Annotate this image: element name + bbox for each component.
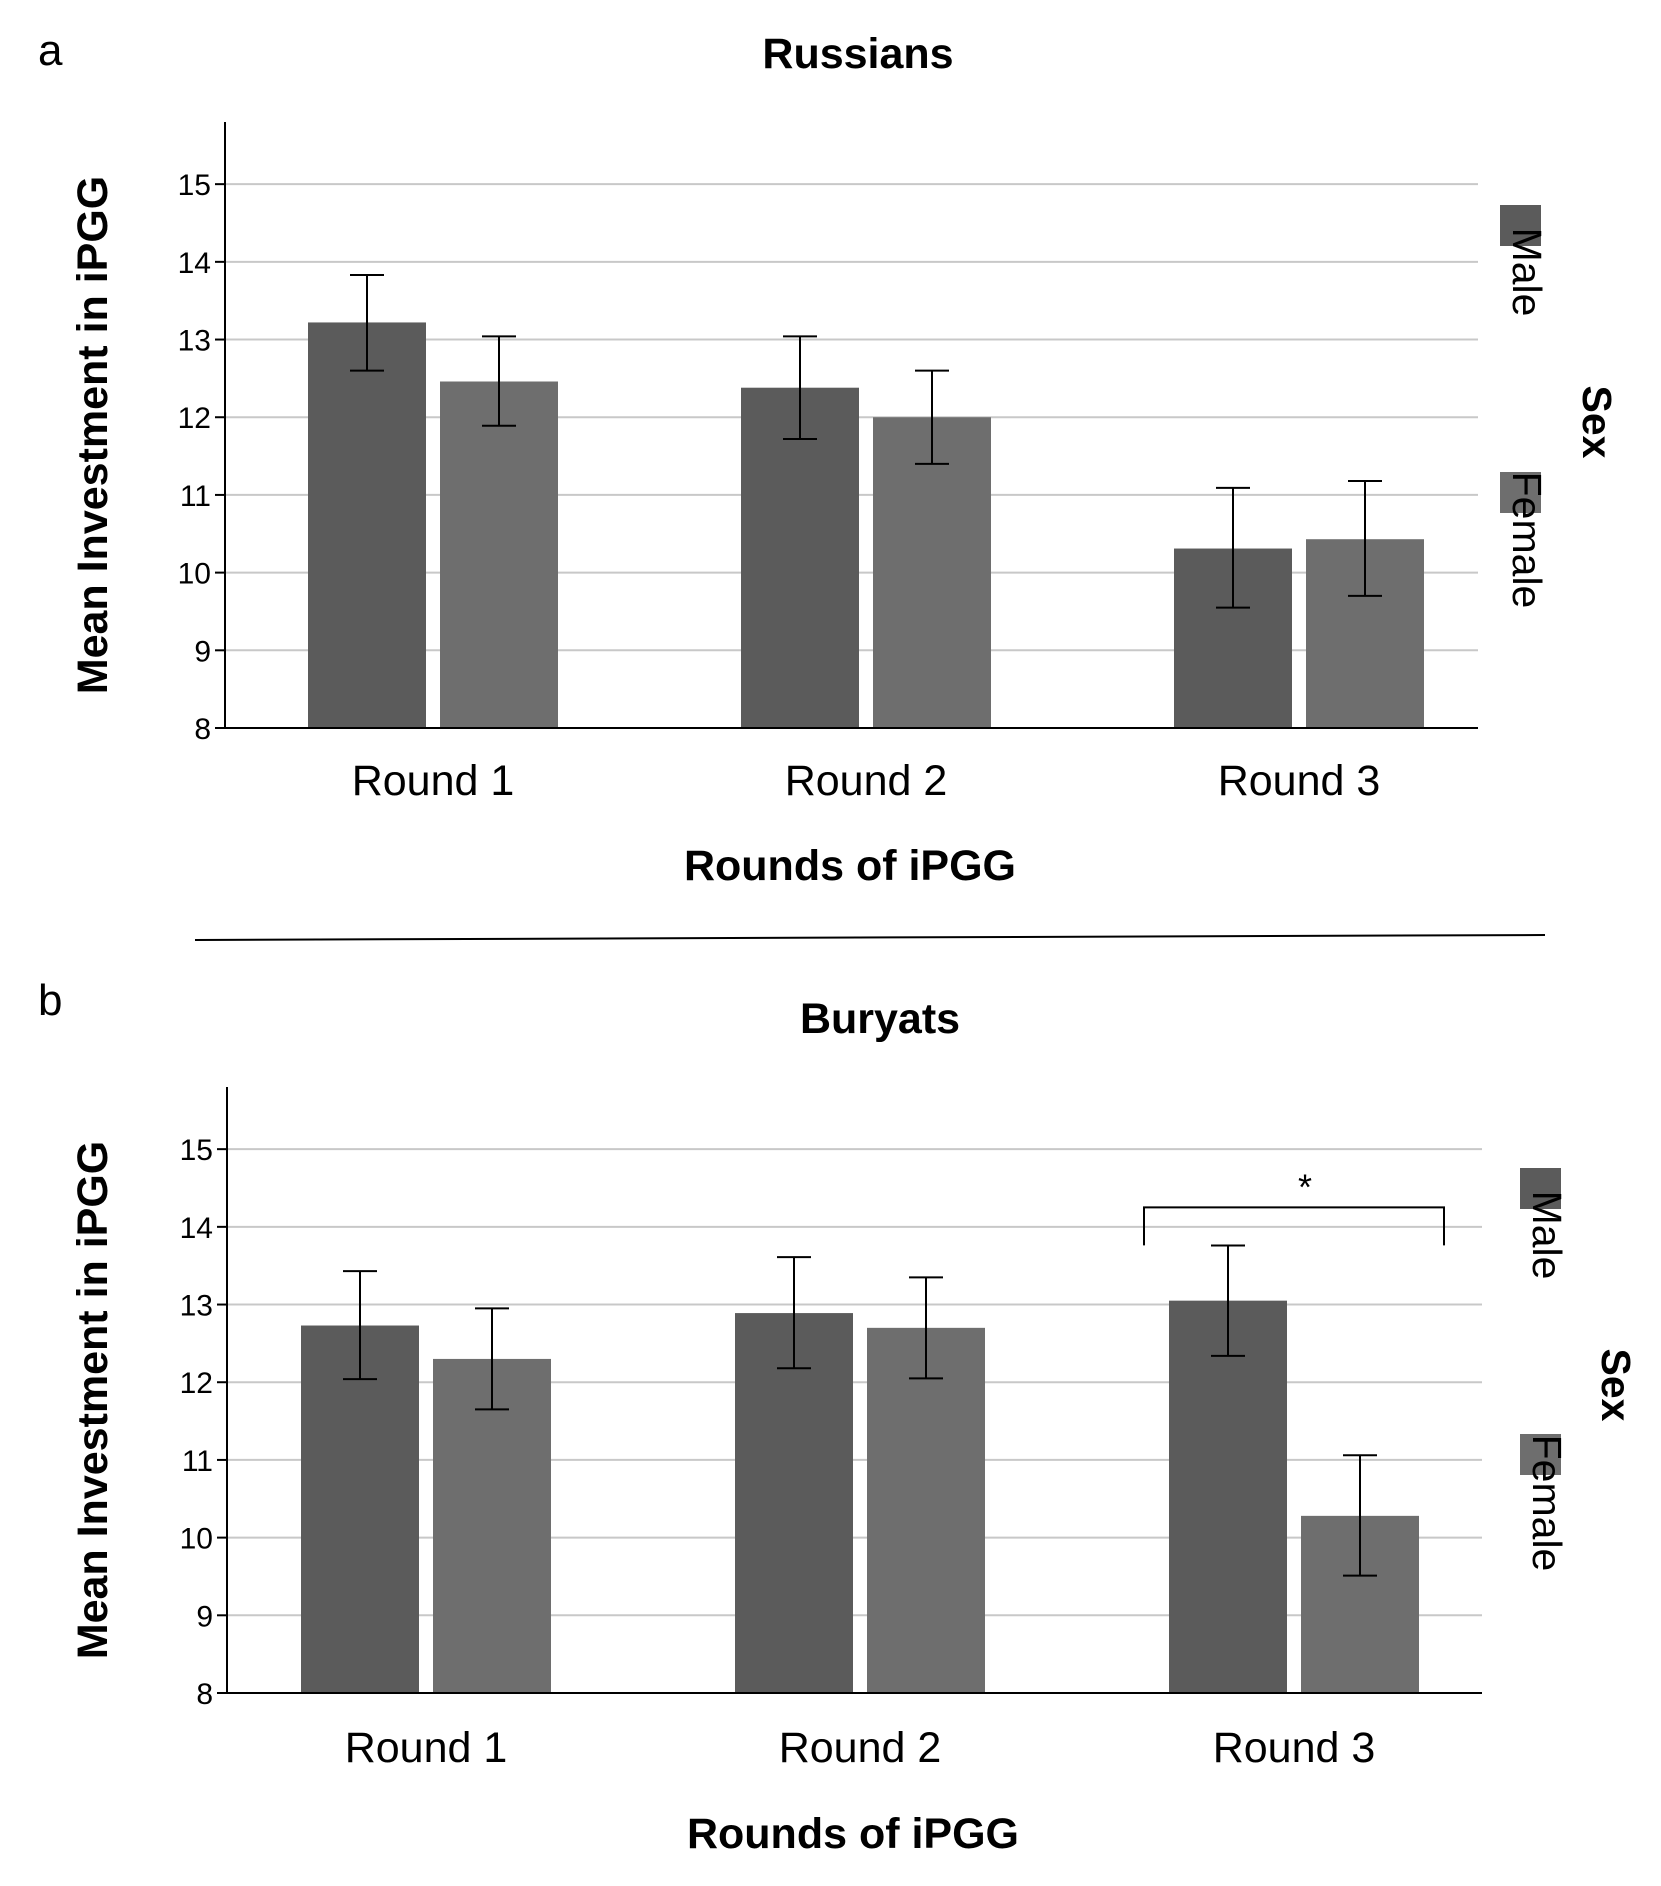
x-axis-title: Rounds of iPGG — [687, 1810, 1019, 1858]
legend-swatch-female — [1520, 1434, 1561, 1475]
y-tick-label: 9 — [194, 635, 211, 668]
bar-male-2 — [741, 387, 859, 728]
bar-male-1 — [308, 322, 426, 728]
panel-letter: a — [38, 26, 63, 75]
y-tick-label: 10 — [178, 558, 211, 591]
y-tick-label: 15 — [180, 1134, 213, 1167]
y-tick-label: 15 — [178, 169, 211, 202]
y-tick-label: 13 — [180, 1290, 213, 1323]
legend-label-male: Male — [1524, 1191, 1570, 1280]
x-tick-label: Round 1 — [352, 757, 515, 805]
chart-title: Buryats — [800, 995, 960, 1043]
x-tick-label: Round 1 — [345, 1724, 508, 1772]
legend-title: Sex — [1574, 386, 1620, 459]
legend-swatch-male — [1520, 1168, 1561, 1209]
chart-title: Russians — [762, 30, 953, 78]
bar-male-1 — [301, 1325, 419, 1693]
x-tick-label: Round 3 — [1218, 757, 1381, 805]
y-tick-label: 11 — [180, 480, 211, 513]
legend-label-female: Female — [1524, 1435, 1570, 1572]
bar-female-1 — [433, 1358, 551, 1693]
y-axis-title: Mean Investment in iPGG — [69, 176, 117, 695]
x-tick-label: Round 2 — [779, 1724, 942, 1772]
bar-male-2 — [735, 1313, 853, 1693]
panel-b: b Buryats 8 9 10 11 12 13 14 15 Round 1 Round 2 Roun… — [38, 976, 1639, 1858]
x-axis-title: Rounds of iPGG — [684, 842, 1016, 890]
panel-divider — [194, 934, 1546, 941]
y-tick-label: 10 — [180, 1523, 213, 1556]
bar-female-2 — [873, 417, 991, 728]
legend-label-female: Female — [1504, 472, 1550, 609]
panel-a: a Russians 8 9 10 11 12 13 14 15 Round 1 Round 2 Rou… — [38, 26, 1620, 890]
legend-label-male: Male — [1504, 228, 1550, 317]
significance-marker: * — [1298, 1166, 1312, 1207]
x-tick-label: Round 3 — [1213, 1724, 1376, 1772]
legend-title: Sex — [1593, 1349, 1639, 1422]
significance-bracket — [1143, 1206, 1445, 1246]
y-tick-label: 9 — [196, 1600, 213, 1633]
y-tick-label: 12 — [180, 1367, 213, 1400]
y-tick-label: 12 — [178, 402, 211, 435]
legend-swatch-male — [1500, 205, 1541, 246]
y-tick-label: 8 — [194, 713, 211, 746]
x-tick-label: Round 2 — [785, 757, 948, 805]
y-tick-label: 13 — [178, 325, 211, 358]
bar-male-3 — [1169, 1300, 1287, 1693]
legend-swatch-female — [1500, 472, 1541, 513]
y-tick-label: 11 — [182, 1445, 213, 1478]
y-tick-label: 8 — [196, 1678, 213, 1711]
panel-letter: b — [38, 976, 62, 1025]
bar-female-2 — [867, 1327, 985, 1693]
y-tick-label: 14 — [178, 247, 211, 280]
y-tick-label: 14 — [180, 1212, 213, 1245]
y-axis-title: Mean Investment in iPGG — [69, 1141, 117, 1660]
bar-female-1 — [440, 381, 558, 728]
